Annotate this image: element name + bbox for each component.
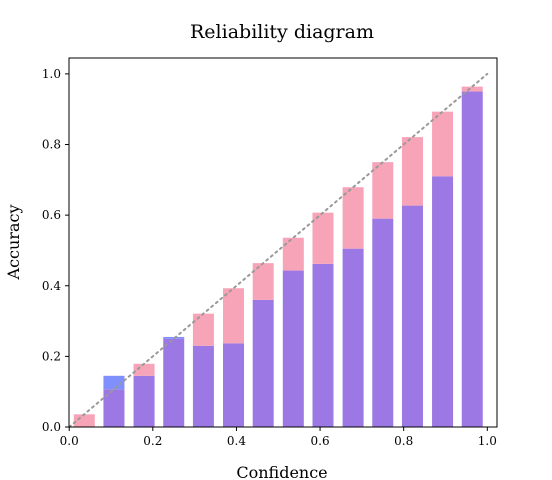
- y-tick-label: 0.4: [42, 279, 61, 293]
- confidence-gap-bar: [461, 86, 483, 92]
- overlap-bar: [401, 205, 423, 427]
- y-axis-ticks: 0.0 0.2 0.4 0.6 0.8 1.0: [42, 67, 69, 434]
- y-tick-label: 0.0: [42, 420, 61, 434]
- overlap-bar: [461, 91, 483, 427]
- overlap-bar: [372, 218, 394, 427]
- x-tick-label: 0.8: [394, 434, 413, 448]
- overlap-bar: [223, 343, 245, 427]
- perfect-calibration-line: [68, 72, 489, 428]
- x-axis-ticks: 0.0 0.2 0.4 0.6 0.8 1.0: [60, 427, 497, 448]
- overlap-bar: [282, 270, 304, 427]
- bars-layer: [73, 86, 483, 427]
- overlap-bar: [432, 176, 454, 427]
- overlap-bar: [192, 345, 214, 427]
- overlap-bar: [252, 299, 274, 427]
- x-tick-label: 0.2: [143, 434, 162, 448]
- y-axis-label: Accuracy: [4, 205, 23, 281]
- confidence-gap-bar: [282, 237, 304, 271]
- chart-title: Reliability diagram: [190, 21, 374, 43]
- confidence-gap-bar: [372, 162, 394, 219]
- x-tick-label: 1.0: [478, 434, 497, 448]
- y-tick-label: 0.6: [42, 208, 61, 222]
- accuracy-gap-bar: [103, 375, 125, 390]
- plot-frame: [68, 57, 498, 428]
- confidence-gap-bar: [342, 187, 364, 249]
- confidence-gap-bar: [432, 111, 454, 177]
- x-tick-label: 0.0: [60, 434, 79, 448]
- overlap-bar: [342, 248, 364, 427]
- confidence-gap-bar: [312, 212, 334, 264]
- confidence-gap-bar: [252, 263, 274, 300]
- y-tick-label: 0.8: [42, 138, 61, 152]
- overlap-bar: [312, 263, 334, 427]
- x-axis-label: Confidence: [236, 463, 327, 480]
- overlap-bar: [103, 389, 125, 427]
- y-tick-label: 0.2: [42, 349, 61, 363]
- confidence-gap-bar: [133, 363, 155, 376]
- x-tick-label: 0.6: [311, 434, 330, 448]
- confidence-gap-bar: [223, 288, 245, 344]
- overlap-bar: [133, 375, 155, 427]
- x-tick-label: 0.4: [227, 434, 246, 448]
- confidence-gap-bar: [73, 414, 95, 427]
- overlap-bar: [163, 338, 185, 427]
- confidence-gap-bar: [401, 137, 423, 206]
- confidence-gap-bar: [192, 313, 214, 346]
- y-tick-label: 1.0: [42, 67, 61, 81]
